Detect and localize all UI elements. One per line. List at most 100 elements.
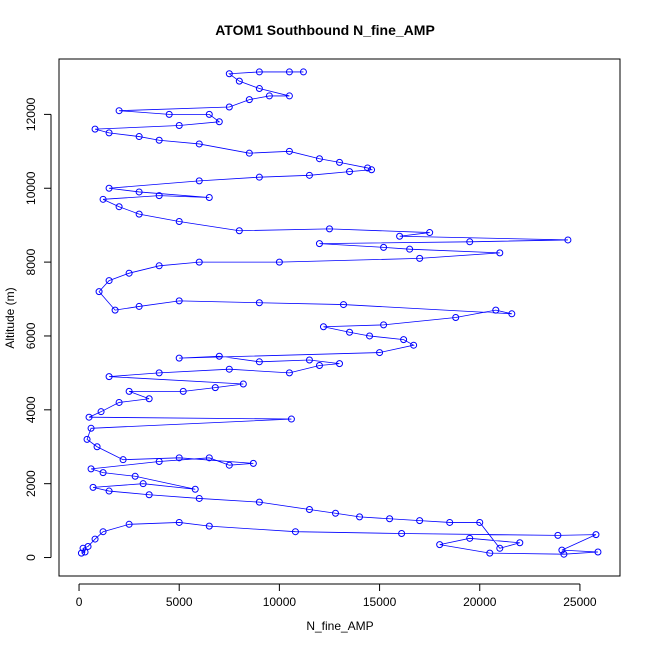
data-point: [255, 358, 263, 366]
y-tick-label: 4000: [24, 396, 38, 423]
y-axis-label: Altitude (m): [3, 287, 17, 348]
data-point: [125, 520, 133, 528]
data-point: [255, 68, 263, 76]
data-point: [155, 262, 163, 270]
y-axis: 0 2000 4000 6000 8000 10000 12000: [24, 97, 52, 561]
data-point: [560, 550, 568, 558]
y-tick-label: 0: [24, 554, 38, 561]
data-point: [165, 110, 173, 118]
y-tick-label: 12000: [24, 97, 38, 131]
data-point: [93, 443, 101, 451]
data-point: [105, 184, 113, 192]
data-point: [145, 491, 153, 499]
data-point: [99, 469, 107, 477]
data-point: [416, 254, 424, 262]
data-point: [255, 85, 263, 93]
data-point: [336, 360, 343, 368]
data-point: [77, 549, 85, 557]
x-tick-label: 15000: [363, 595, 397, 609]
data-point: [406, 245, 414, 253]
data-point: [83, 435, 91, 443]
data-point: [125, 387, 133, 395]
data-point: [155, 136, 163, 144]
data-point: [364, 164, 372, 172]
data-point: [155, 369, 163, 377]
data-point: [91, 535, 99, 543]
data-point: [115, 203, 123, 211]
data-point: [315, 155, 323, 163]
data-point: [249, 459, 257, 467]
y-tick-label: 10000: [24, 171, 38, 205]
data-point: [285, 147, 293, 155]
data-point: [299, 68, 307, 76]
data-point: [315, 362, 323, 370]
data-point: [135, 133, 143, 141]
plot-area-frame: [58, 58, 621, 577]
data-point: [139, 480, 147, 488]
data-point: [119, 456, 127, 464]
data-point: [516, 539, 524, 547]
data-point: [452, 314, 460, 321]
data-point: [336, 158, 343, 166]
data-point: [175, 354, 183, 362]
data-point: [81, 548, 89, 556]
data-point: [225, 365, 233, 373]
data-point: [115, 398, 123, 406]
data-point: [95, 288, 103, 296]
data-point: [84, 542, 92, 550]
data-point: [410, 341, 418, 349]
data-point: [466, 534, 474, 542]
data-point: [195, 140, 203, 148]
data-point: [368, 166, 376, 174]
data-point: [325, 225, 333, 233]
x-axis-label: N_fine_AMP: [306, 619, 373, 633]
data-point: [400, 336, 408, 344]
data-point: [145, 395, 153, 403]
data-point: [285, 68, 293, 76]
data-point: [466, 238, 474, 246]
x-tick-label: 10000: [263, 595, 297, 609]
data-point: [239, 380, 247, 388]
data-point: [315, 240, 323, 248]
data-point: [594, 548, 602, 556]
x-tick-label: 20000: [463, 595, 497, 609]
data-point: [426, 229, 434, 237]
data-series: [77, 68, 602, 558]
x-tick-label: 0: [76, 595, 83, 609]
data-point: [155, 192, 163, 200]
data-point: [195, 258, 203, 266]
data-point: [99, 528, 107, 536]
data-point: [131, 472, 139, 480]
data-point: [380, 321, 388, 329]
data-point: [155, 458, 163, 466]
y-tick-label: 6000: [24, 322, 38, 349]
data-point: [195, 177, 203, 185]
data-point: [340, 301, 348, 309]
data-point: [356, 513, 364, 521]
data-point: [508, 310, 516, 318]
data-point: [179, 387, 187, 395]
data-point: [305, 506, 313, 514]
data-point: [446, 518, 454, 526]
data-point: [105, 487, 113, 495]
data-point: [366, 332, 374, 340]
data-point: [87, 424, 95, 432]
data-point: [476, 518, 484, 526]
x-tick-label: 25000: [563, 595, 597, 609]
data-point: [592, 531, 600, 539]
data-point: [275, 258, 283, 266]
data-point: [85, 413, 93, 421]
data-point: [211, 384, 219, 392]
data-point: [386, 515, 394, 523]
data-point: [175, 121, 183, 129]
data-point: [436, 541, 444, 549]
data-point: [285, 92, 293, 100]
data-point: [105, 277, 113, 285]
data-point: [255, 173, 263, 181]
data-point: [105, 129, 113, 137]
data-point: [205, 110, 213, 118]
data-point: [305, 356, 313, 364]
data-point: [115, 107, 123, 115]
data-point: [87, 465, 95, 473]
